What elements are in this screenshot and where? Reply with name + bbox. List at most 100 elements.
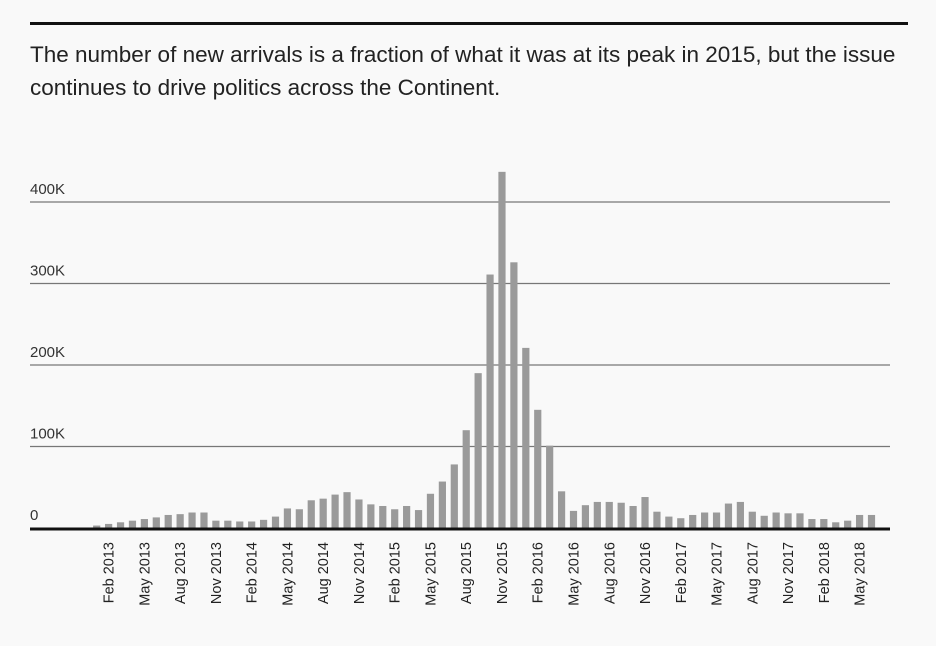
bar: [116, 522, 125, 528]
bar: [546, 445, 554, 528]
bar: [665, 516, 673, 528]
bar: [593, 501, 601, 528]
x-tick-label: Feb 2018: [817, 542, 833, 603]
x-tick-labels: Feb 2013 May 2013 Aug 2013 Nov 2013 Feb 2014…: [102, 542, 869, 606]
x-tick-label: Aug 2014: [316, 542, 332, 604]
bar: [832, 522, 840, 528]
bar: [93, 525, 101, 528]
x-tick-label: Feb 2013: [102, 542, 118, 603]
bar: [498, 171, 506, 528]
bar: [307, 500, 315, 528]
x-tick-label: Nov 2015: [495, 542, 511, 604]
bar: [236, 521, 244, 528]
bar: [724, 503, 733, 528]
x-tick-label: Aug 2013: [173, 542, 189, 604]
bar: [641, 497, 649, 528]
x-tick-label: Aug 2016: [602, 542, 618, 604]
bar: [164, 514, 172, 528]
bar: [534, 409, 542, 528]
y-tick-label: 100K: [30, 426, 65, 443]
bar: [653, 511, 661, 528]
bar: [581, 505, 590, 528]
bar: [569, 510, 578, 528]
x-tick-label: Nov 2013: [209, 542, 225, 604]
bar: [689, 514, 697, 528]
bar: [188, 512, 196, 528]
bar: [450, 464, 458, 528]
bars: [93, 171, 876, 528]
x-tick-label: May 2015: [423, 542, 439, 606]
bar: [677, 518, 685, 528]
bar: [140, 519, 148, 528]
x-tick-label: Feb 2017: [674, 542, 690, 603]
x-tick-label: Nov 2017: [781, 542, 797, 604]
bar: [283, 508, 292, 528]
bar: [748, 511, 756, 528]
x-tick-label: Aug 2015: [459, 542, 475, 604]
bar: [379, 505, 387, 528]
y-tick-label: 400K: [30, 181, 65, 198]
bar: [820, 519, 828, 528]
bar: [701, 512, 709, 528]
bar: [355, 499, 363, 528]
bar: [867, 514, 876, 528]
bar: [152, 517, 160, 528]
bar: [486, 274, 494, 528]
y-tick-label: 200K: [30, 344, 65, 361]
bar: [474, 373, 482, 528]
x-tick-label: Feb 2016: [531, 542, 547, 603]
x-tick-label: Nov 2016: [638, 542, 654, 604]
bar: [128, 520, 137, 528]
bar: [248, 521, 256, 528]
bar: [712, 512, 721, 528]
bar: [176, 514, 184, 528]
bar: [212, 520, 220, 528]
bar: [617, 502, 625, 528]
bar: [331, 494, 339, 528]
bar: [510, 262, 518, 528]
bar: [271, 516, 280, 528]
bar: [772, 512, 780, 528]
y-tick-labels: 0 100K 200K 300K 400K: [30, 181, 65, 524]
bar: [844, 520, 852, 528]
bar: [462, 430, 470, 528]
bar: [796, 513, 804, 528]
bar: [224, 520, 232, 528]
bar: [438, 481, 446, 528]
bar: [403, 505, 411, 528]
bar: [200, 512, 208, 528]
bar: [414, 510, 423, 528]
bar: [259, 519, 268, 528]
bar: [557, 491, 566, 528]
x-tick-label: Nov 2014: [352, 542, 368, 604]
bar: [522, 347, 530, 528]
x-tick-label: May 2016: [567, 542, 583, 606]
bar: [319, 498, 327, 528]
gridlines: [30, 201, 890, 448]
x-tick-label: May 2013: [137, 542, 153, 606]
bar: [784, 513, 792, 528]
y-tick-label: 0: [30, 507, 38, 524]
x-tick-label: May 2018: [853, 542, 869, 606]
bar: [736, 501, 744, 528]
bar: [605, 501, 613, 528]
bar: [629, 505, 637, 528]
bar: [343, 492, 351, 528]
bar: [105, 523, 113, 528]
bar: [426, 493, 435, 528]
chart-subtitle: The number of new arrivals is a fraction…: [30, 42, 896, 100]
x-tick-label: May 2014: [280, 542, 296, 606]
y-tick-label: 300K: [30, 263, 65, 280]
x-tick-label: May 2017: [710, 542, 726, 606]
bar: [295, 509, 303, 528]
bar: [855, 514, 864, 528]
x-tick-label: Aug 2017: [745, 542, 761, 604]
bar: [391, 509, 399, 528]
top-rule: [30, 22, 908, 25]
bar: [808, 519, 816, 528]
x-tick-label: Feb 2014: [245, 542, 261, 603]
bar: [760, 515, 768, 528]
x-tick-label: Feb 2015: [388, 542, 404, 603]
bar: [367, 504, 375, 528]
